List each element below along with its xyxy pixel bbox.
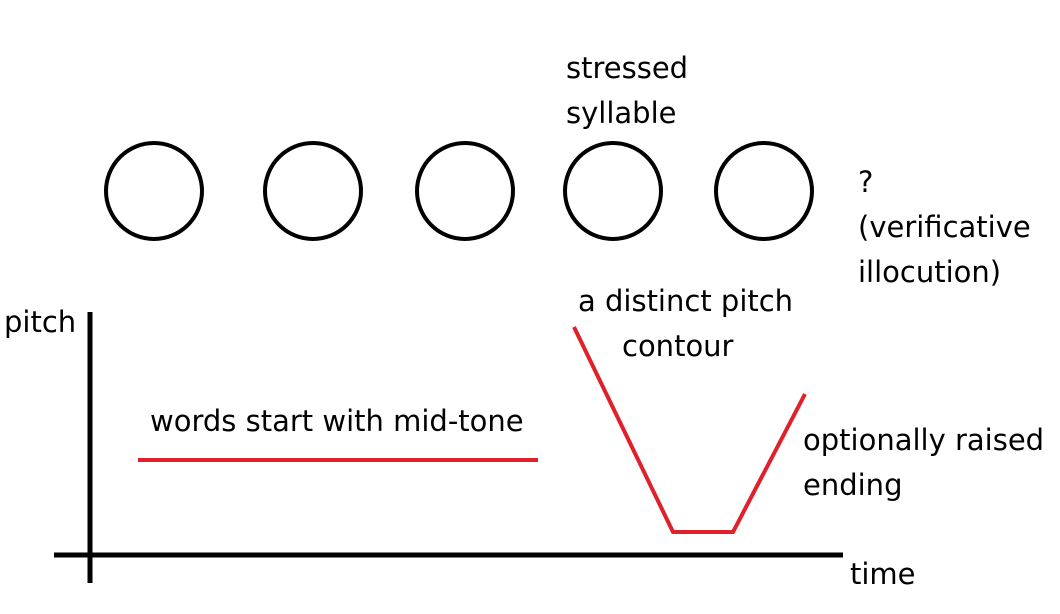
- syllable-circle-stressed: [563, 141, 663, 241]
- mid-tone-label: words start with mid-tone: [150, 404, 524, 438]
- contour-label-line-2: contour: [622, 329, 734, 363]
- time-axis-label: time: [850, 557, 916, 591]
- ending-label-line-2: ending: [803, 468, 903, 502]
- syllable-circle-1: [104, 141, 204, 241]
- illocution-label-line-1: (verificative: [858, 210, 1031, 244]
- ending-label-line-1: optionally raised: [803, 423, 1045, 457]
- syllable-circle-2: [263, 141, 363, 241]
- stressed-label-line-2: syllable: [566, 96, 677, 130]
- contour-label-line-1: a distinct pitch: [578, 284, 794, 318]
- syllable-circle-5: [714, 141, 814, 241]
- illocution-label-line-2: illocution): [858, 255, 1002, 289]
- pitch-contour-line: [572, 326, 807, 534]
- question-mark-label: ?: [858, 165, 874, 199]
- stressed-label-line-1: stressed: [566, 51, 689, 85]
- pitch-axis-label: pitch: [4, 305, 77, 339]
- syllable-circle-3: [415, 141, 515, 241]
